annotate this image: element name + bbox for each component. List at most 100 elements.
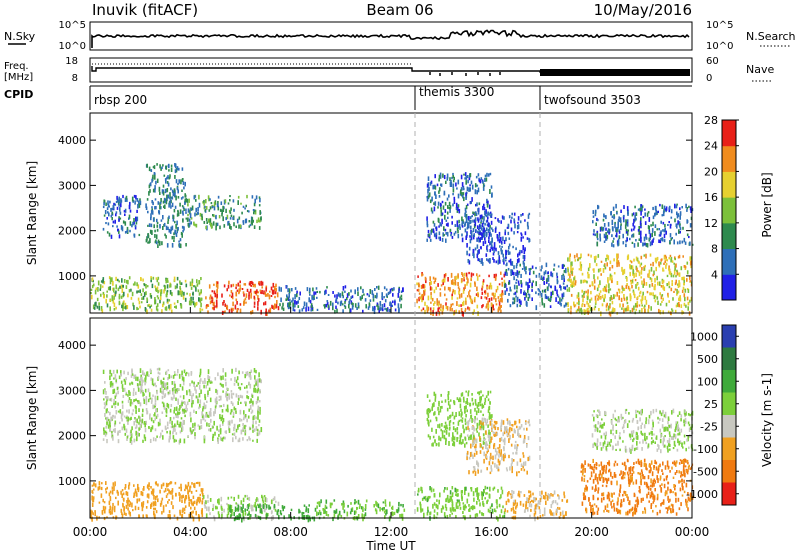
heatmap-cell (556, 502, 559, 506)
heatmap-cell (123, 210, 126, 213)
heatmap-cell (226, 305, 229, 311)
heatmap-cell (340, 300, 343, 305)
heatmap-cell (683, 479, 685, 484)
heatmap-cell (517, 224, 520, 229)
heatmap-cell (139, 305, 141, 309)
heatmap-cell (443, 277, 446, 283)
heatmap-cell (264, 301, 267, 306)
heatmap-cell (246, 210, 249, 213)
heatmap-cell (166, 194, 168, 199)
heatmap-cell (453, 199, 456, 204)
heatmap-cell (92, 488, 95, 491)
heatmap-cell (599, 237, 602, 242)
heatmap-cell (258, 400, 261, 403)
heatmap-cell (107, 424, 110, 429)
heatmap-cell (457, 234, 460, 239)
heatmap-cell (338, 510, 341, 516)
heatmap-cell (468, 187, 470, 192)
heatmap-cell (140, 374, 142, 379)
heatmap-cell (154, 172, 156, 176)
heatmap-cell (206, 506, 208, 511)
heatmap-cell (582, 469, 584, 474)
heatmap-cell (180, 486, 182, 492)
heatmap-cell (379, 306, 381, 311)
heatmap-cell (623, 287, 626, 291)
heatmap-cell (527, 296, 530, 301)
heatmap-cell (174, 175, 176, 179)
heatmap-cell (238, 424, 241, 427)
heatmap-cell (355, 500, 358, 504)
heatmap-cell (563, 278, 565, 282)
heatmap-cell (451, 494, 454, 498)
heatmap-cell (188, 514, 191, 518)
heatmap-cell (189, 209, 191, 215)
heatmap-cell (636, 304, 638, 308)
heatmap-cell (616, 229, 618, 233)
heatmap-cell (147, 493, 150, 499)
heatmap-cell (239, 224, 242, 229)
heatmap-cell (436, 183, 439, 187)
heatmap-cell (635, 479, 638, 485)
heatmap-cell (292, 302, 294, 307)
heatmap-cell (429, 307, 432, 311)
heatmap-cell (560, 286, 562, 291)
heatmap-cell (171, 387, 174, 392)
heatmap-cell (660, 295, 663, 300)
heatmap-cell (257, 378, 259, 383)
heatmap-cell (194, 285, 197, 289)
heatmap-cell (227, 284, 230, 289)
heatmap-cell (489, 212, 491, 216)
heatmap-cell (680, 502, 682, 507)
heatmap-cell (479, 502, 481, 507)
heatmap-cell (478, 179, 481, 183)
heatmap-cell (487, 228, 490, 234)
heatmap-cell (435, 194, 437, 199)
heatmap-cell (474, 183, 477, 188)
heatmap-cell (198, 500, 201, 504)
heatmap-cell (171, 225, 174, 231)
heatmap-cell (513, 271, 515, 276)
heatmap-cell (339, 301, 342, 307)
heatmap-cell (508, 215, 511, 219)
heatmap-cell (148, 166, 151, 172)
heatmap-cell (294, 294, 296, 300)
heatmap-cell (661, 469, 663, 472)
heatmap-cell (674, 218, 676, 223)
heatmap-cell (592, 496, 595, 501)
heatmap-cell (488, 298, 491, 303)
heatmap-cell (111, 382, 114, 386)
heatmap-cell (241, 508, 243, 513)
heatmap-cell (501, 489, 504, 495)
heatmap-cell (199, 212, 202, 217)
heatmap-cell (232, 301, 234, 307)
heatmap-cell (690, 497, 692, 501)
heatmap-cell (446, 494, 449, 499)
heatmap-cell (175, 415, 178, 418)
heatmap-cell (449, 514, 451, 517)
heatmap-cell (506, 510, 509, 513)
heatmap-cell (240, 500, 243, 505)
heatmap-cell (187, 217, 189, 222)
heatmap-cell (601, 303, 604, 307)
heatmap-cell (341, 503, 343, 506)
heatmap-cell (193, 195, 196, 200)
heatmap-cell (593, 229, 595, 233)
heatmap-cell (457, 193, 460, 199)
heatmap-cell (212, 434, 215, 438)
heatmap-cell (494, 292, 496, 298)
heatmap-cell (628, 509, 631, 514)
heatmap-cell (225, 208, 227, 213)
heatmap-cell (145, 203, 147, 208)
heatmap-cell (627, 474, 630, 477)
heatmap-cell (668, 221, 670, 224)
heatmap-cell (681, 240, 684, 244)
heatmap-cell (640, 478, 642, 483)
heatmap-cell (276, 292, 279, 298)
heatmap-cell (486, 249, 489, 252)
heatmap-cell (432, 307, 435, 311)
heatmap-cell (154, 206, 156, 210)
heatmap-cell (164, 307, 167, 311)
heatmap-cell (613, 237, 615, 240)
heatmap-cell (630, 228, 633, 232)
heatmap-cell (170, 303, 172, 309)
